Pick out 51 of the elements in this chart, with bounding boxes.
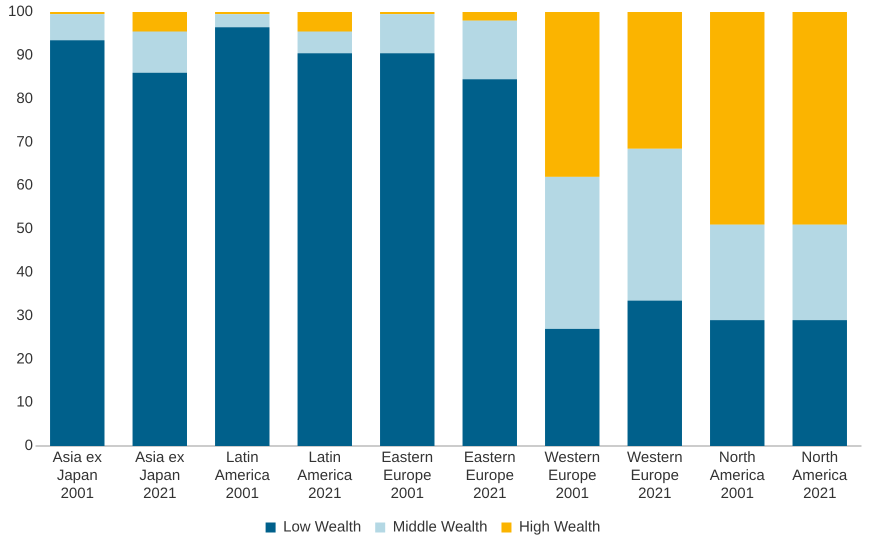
bar [380,14,434,54]
bar [132,72,187,446]
bar [545,328,600,446]
bar [628,12,682,149]
bar [50,40,104,446]
bar [462,12,517,21]
x-tick-label: North America 2021 [792,449,848,502]
y-tick-label: 90 [16,46,34,64]
x-tick-label: Latin America 2021 [297,449,353,502]
bar [298,53,352,446]
bar [132,12,187,32]
bar [132,32,187,73]
bar [215,14,270,28]
y-tick-label: 80 [16,90,34,107]
bar [628,148,682,301]
legend-label: High Wealth [518,518,600,536]
x-tick-label: North America 2001 [710,449,766,502]
x-tick-label: Western Europe 2001 [544,449,600,502]
x-tick-label: Latin America 2001 [214,449,270,502]
bar [710,224,764,320]
bar [710,12,764,225]
y-tick-label: 10 [16,394,34,411]
x-tick-label: Eastern Europe 2021 [464,449,516,502]
x-tick-label: Eastern Europe 2001 [381,449,434,502]
y-tick-label: 60 [16,176,34,194]
y-tick-label: 70 [16,133,34,150]
bar [462,79,517,446]
y-tick-label: 20 [16,350,34,368]
bar [710,320,764,446]
bar [298,12,352,32]
y-tick-label: 40 [16,264,34,281]
legend-label: Low Wealth [283,518,362,536]
bar [792,224,847,320]
bar [462,20,517,80]
bar [545,176,600,329]
bar [215,27,270,446]
bar [50,14,104,40]
x-tick-label: Western Europe 2021 [626,449,683,502]
y-tick-label: 30 [16,306,34,324]
bar [792,320,847,446]
bar [628,300,682,446]
bar [545,12,600,177]
x-tick-label: Asia ex Japan 2021 [135,449,185,502]
bar [792,12,847,225]
y-tick-label: 100 [8,3,34,20]
legend-label: Middle Wealth [392,518,488,536]
bar [298,32,352,54]
y-tick-label: 0 [24,437,34,454]
y-tick-label: 50 [16,220,34,238]
x-tick-label: Asia ex Japan 2001 [52,449,102,502]
bar [380,53,434,446]
